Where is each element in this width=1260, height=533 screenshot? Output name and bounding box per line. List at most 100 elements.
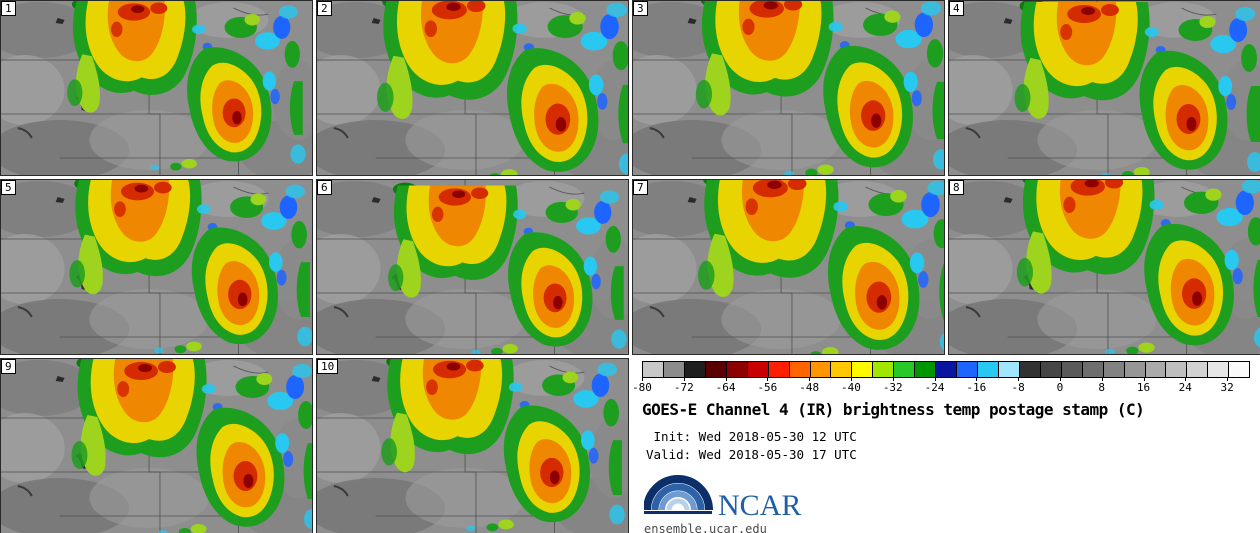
colorbar-cell — [852, 362, 874, 377]
colorbar-cell — [894, 362, 916, 377]
colorbar-cell — [705, 362, 727, 377]
colorbar-cell — [873, 362, 895, 377]
website-text: ensemble.ucar.edu — [644, 522, 767, 533]
member-number-label: 10 — [317, 359, 339, 374]
colorbar-tick-label: -8 — [1011, 381, 1025, 394]
member-number-label: 7 — [633, 180, 648, 195]
member-number-label: 5 — [1, 180, 16, 195]
colorbar-tick — [1018, 378, 1020, 381]
colorbar-cell — [1019, 362, 1041, 377]
ncar-logo-text: NCAR — [718, 489, 801, 522]
ensemble-member-stamp[interactable]: 9 — [0, 358, 313, 533]
member-number-label: 3 — [633, 1, 648, 16]
colorbar-cell — [684, 362, 706, 377]
colorbar-cell — [789, 362, 811, 377]
colorbar-cell — [1187, 362, 1209, 377]
colorbar-cell — [978, 362, 999, 377]
member-number-label: 9 — [1, 359, 16, 374]
colorbar-cell — [831, 362, 853, 377]
colorbar-cell — [1124, 362, 1146, 377]
ir-satellite-image — [316, 358, 629, 533]
ensemble-member-stamp[interactable]: 1 — [0, 0, 313, 176]
colorbar-tick-label: -16 — [966, 381, 987, 394]
init-time: Init: Wed 2018-05-30 12 UTC — [646, 429, 857, 444]
colorbar-cell — [1145, 362, 1167, 377]
colorbar-tick-label: 32 — [1220, 381, 1234, 394]
ensemble-member-stamp[interactable]: 10 — [316, 358, 629, 533]
member-number-label: 8 — [949, 180, 964, 195]
colorbar-tick-label: -40 — [841, 381, 861, 394]
ir-satellite-image — [632, 0, 945, 176]
colorbar-tick-label: -80 — [632, 381, 652, 394]
ensemble-member-stamp[interactable]: 3 — [632, 0, 945, 176]
colorbar-tick — [683, 378, 685, 381]
ir-satellite-image — [316, 0, 629, 176]
colorbar-cell — [643, 362, 664, 377]
colorbar-cell — [810, 362, 832, 377]
valid-time: Valid: Wed 2018-05-30 17 UTC — [646, 447, 857, 463]
colorbar-cell — [1208, 362, 1230, 377]
ir-satellite-image — [0, 0, 313, 176]
colorbar-cell — [1061, 362, 1083, 377]
colorbar-tick — [1059, 378, 1061, 381]
colorbar-tick — [1185, 378, 1187, 381]
colorbar-cells — [642, 361, 1250, 378]
colorbar-tick — [850, 378, 852, 381]
colorbar-cell — [957, 362, 978, 377]
colorbar-tick-label: -32 — [882, 381, 903, 394]
colorbar-tick-label: -72 — [673, 381, 694, 394]
member-number-label: 2 — [317, 1, 332, 16]
colorbar-tick — [809, 378, 811, 381]
ir-satellite-image — [632, 179, 945, 355]
ensemble-member-stamp[interactable]: 7 — [632, 179, 945, 355]
colorbar-cell — [1166, 362, 1188, 377]
colorbar-cell — [936, 362, 958, 377]
colorbar-tick — [725, 378, 727, 381]
ensemble-member-stamp[interactable]: 8 — [948, 179, 1260, 355]
colorbar-tick — [1101, 378, 1103, 381]
colorbar-cell — [1082, 362, 1104, 377]
colorbar-cell — [663, 362, 685, 377]
colorbar-cell — [768, 362, 790, 377]
colorbar-cell — [726, 362, 748, 377]
ir-satellite-image — [0, 358, 313, 533]
colorbar-cell — [1229, 362, 1250, 377]
colorbar-tick-label: -24 — [924, 381, 945, 394]
colorbar: -80 -72 -64 -56 -48 -40 -32 -24 -16 -8 0 8 16 24 32 — [632, 361, 1260, 395]
colorbar-tick-label: 8 — [1098, 381, 1106, 394]
colorbar-cell — [747, 362, 769, 377]
colorbar-tick-label: 0 — [1056, 381, 1064, 394]
colorbar-tick — [934, 378, 936, 381]
colorbar-ticks: -80 -72 -64 -56 -48 -40 -32 -24 -16 -8 0 8 16 24 32 — [632, 378, 1248, 395]
ensemble-member-stamp[interactable]: 2 — [316, 0, 629, 176]
colorbar-cell — [1103, 362, 1125, 377]
colorbar-tick — [1227, 378, 1229, 381]
colorbar-tick-label: -48 — [799, 381, 820, 394]
colorbar-tick — [976, 378, 978, 381]
colorbar-tick — [892, 378, 894, 381]
member-number-label: 1 — [1, 1, 16, 16]
colorbar-cell — [915, 362, 937, 377]
product-title: GOES-E Channel 4 (IR) brightness temp po… — [642, 400, 1145, 419]
ensemble-member-stamp[interactable]: 5 — [0, 179, 313, 355]
colorbar-tick — [642, 378, 643, 381]
ir-satellite-image — [948, 179, 1260, 355]
colorbar-tick-label: 24 — [1178, 381, 1192, 394]
info-panel: -80 -72 -64 -56 -48 -40 -32 -24 -16 -8 0 8 16 24 32 GO… — [632, 358, 1260, 533]
colorbar-cell — [998, 362, 1020, 377]
ir-satellite-image — [948, 0, 1260, 176]
ncar-logo-graphic: NCAR — [643, 475, 801, 522]
ir-satellite-image — [316, 179, 629, 355]
colorbar-tick-label: -56 — [757, 381, 778, 394]
member-number-label: 4 — [949, 1, 964, 16]
colorbar-tick — [1143, 378, 1145, 381]
ir-satellite-image — [0, 179, 313, 355]
member-number-label: 6 — [317, 180, 332, 195]
colorbar-cell — [1040, 362, 1062, 377]
ensemble-member-stamp[interactable]: 6 — [316, 179, 629, 355]
colorbar-tick-label: -64 — [715, 381, 736, 394]
ensemble-member-stamp[interactable]: 4 — [948, 0, 1260, 176]
colorbar-tick — [767, 378, 769, 381]
ncar-logo: NCAR — [643, 474, 1260, 522]
